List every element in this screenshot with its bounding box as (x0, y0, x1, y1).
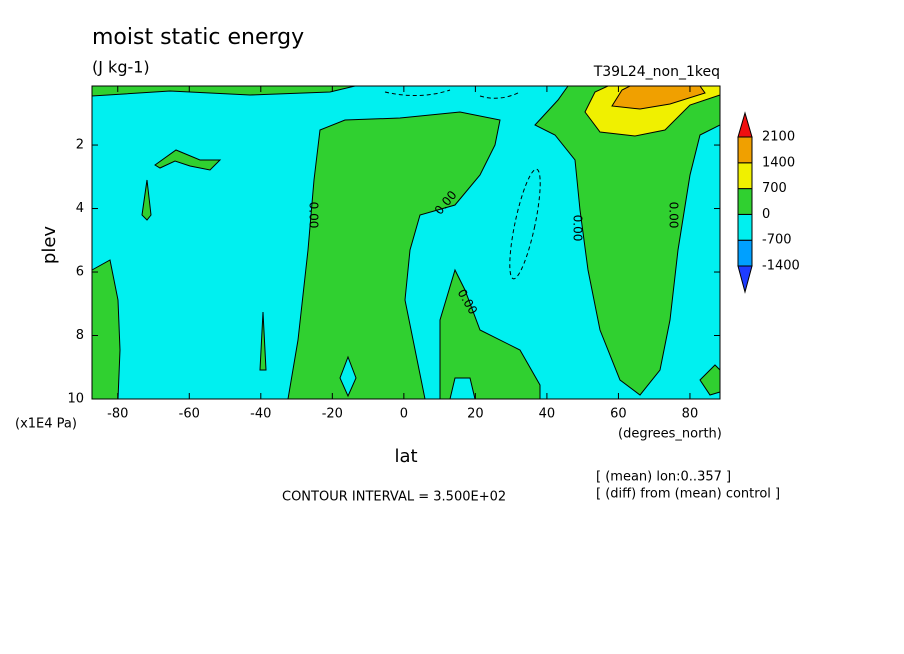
negative-contour (384, 89, 521, 99)
colorbar-label: 700 (762, 181, 787, 196)
colorbar-label: 1400 (762, 155, 795, 170)
plot-area (91, 85, 721, 400)
contour-region (154, 149, 222, 171)
y-tick-label: 4 (76, 201, 84, 216)
note: [ (diff) from (mean) control ] (596, 487, 780, 502)
contour-region (439, 268, 541, 400)
colorbar-box (737, 188, 753, 215)
x-tick-label: 20 (467, 407, 484, 422)
colorbar-triangle (737, 265, 753, 294)
x-tick-label: 80 (682, 407, 699, 422)
chart-subtitle: (J kg-1) (92, 58, 150, 77)
colorbar-box (737, 213, 753, 241)
contour-region (339, 355, 357, 398)
run-label: T39L24_non_1keq (593, 64, 720, 80)
y-tick-label: 8 (76, 328, 84, 343)
contour-region (141, 179, 152, 221)
x-units: (degrees_north) (618, 427, 722, 442)
colorbar-label: -700 (762, 233, 792, 248)
x-tick-label: 60 (610, 407, 627, 422)
contour-label: 0.00 (307, 202, 321, 229)
plot-frame (91, 85, 721, 400)
colorbar-label: 0 (762, 207, 770, 222)
colorbar-triangle (737, 111, 753, 138)
contour-region (259, 311, 267, 371)
y-units: (x1E4 Pa) (15, 417, 77, 432)
x-tick-label: 40 (539, 407, 556, 422)
colorbar-box (737, 136, 753, 164)
x-tick-label: -40 (250, 407, 271, 422)
x-axis-label: lat (394, 446, 417, 467)
x-tick-label: -60 (179, 407, 200, 422)
contour-label: 0.00 (667, 202, 681, 229)
x-tick-label: -80 (107, 407, 128, 422)
y-tick-label: 2 (76, 138, 84, 153)
negative-contour (509, 168, 541, 280)
contour-interval: CONTOUR INTERVAL = 3.500E+02 (282, 490, 506, 505)
y-tick-label: 10 (67, 392, 84, 407)
note: [ (mean) lon:0..357 ] (596, 470, 731, 485)
colorbar-box (737, 162, 753, 190)
colorbar-box (737, 239, 753, 267)
y-tick-label: 6 (76, 265, 84, 280)
x-tick-label: 0 (400, 407, 408, 422)
x-tick-label: -20 (322, 407, 343, 422)
colorbar-label: -1400 (762, 259, 800, 274)
colorbar-label: 2100 (762, 130, 795, 145)
y-axis-label: plev (39, 226, 60, 265)
chart-title: moist static energy (92, 25, 304, 50)
contour-region (611, 85, 706, 110)
contour-label: 0.00 (571, 215, 585, 242)
contour-region (287, 111, 501, 400)
